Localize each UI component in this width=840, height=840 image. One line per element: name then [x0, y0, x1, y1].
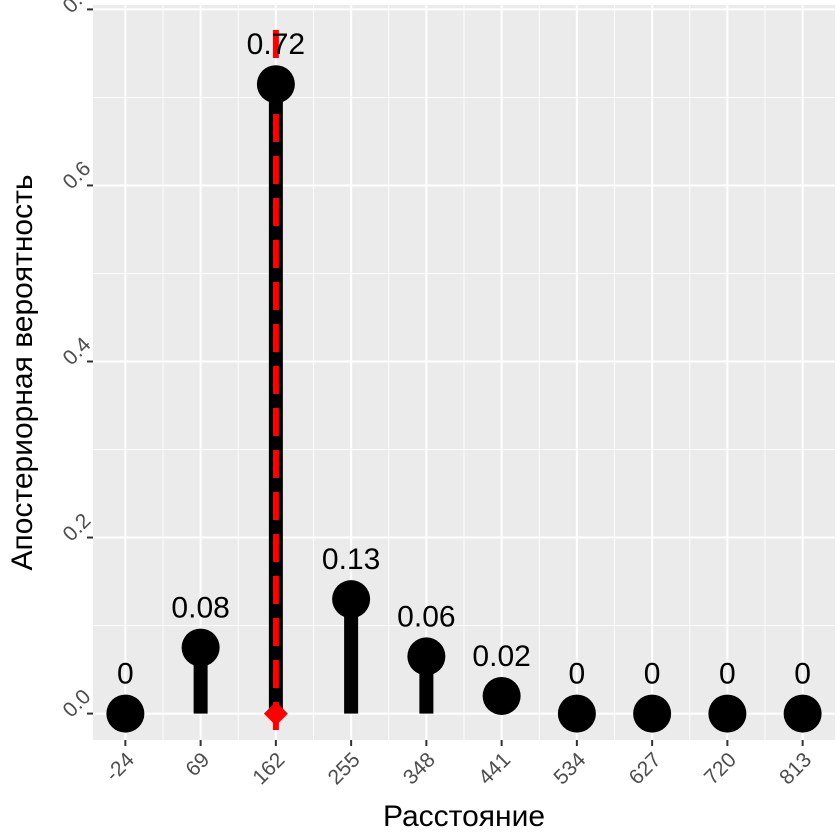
reference-line-group [263, 30, 288, 740]
data-point [482, 676, 521, 715]
data-point [557, 694, 596, 733]
data-point [106, 694, 145, 733]
y-axis-title: Апостериорная вероятность [6, 175, 39, 571]
points [106, 65, 822, 733]
stem-bar [268, 84, 283, 714]
data-point [633, 694, 672, 733]
data-label: 0.13 [322, 543, 380, 576]
data-label: 0 [719, 658, 736, 691]
data-label: 0.72 [247, 28, 305, 61]
data-point [783, 694, 822, 733]
data-label: 0 [117, 658, 134, 691]
data-point [708, 694, 747, 733]
data-label: 0.08 [171, 592, 229, 625]
data-label: 0 [569, 658, 586, 691]
data-point [256, 65, 295, 104]
x-axis-title: Расстояние [383, 800, 545, 833]
reference-diamond-marker [263, 701, 288, 726]
data-label: 0 [794, 658, 811, 691]
grid-lines [93, 5, 835, 740]
data-labels: 0 0.08 0.72 0.13 0.06 0.02 0 0 0 0 [117, 28, 811, 690]
data-label: 0.02 [472, 640, 530, 673]
data-point [332, 580, 371, 619]
data-point [407, 637, 446, 676]
data-label: 0 [644, 658, 661, 691]
data-label: 0.06 [397, 600, 455, 633]
stem-bar [344, 599, 359, 714]
data-point [181, 628, 220, 667]
